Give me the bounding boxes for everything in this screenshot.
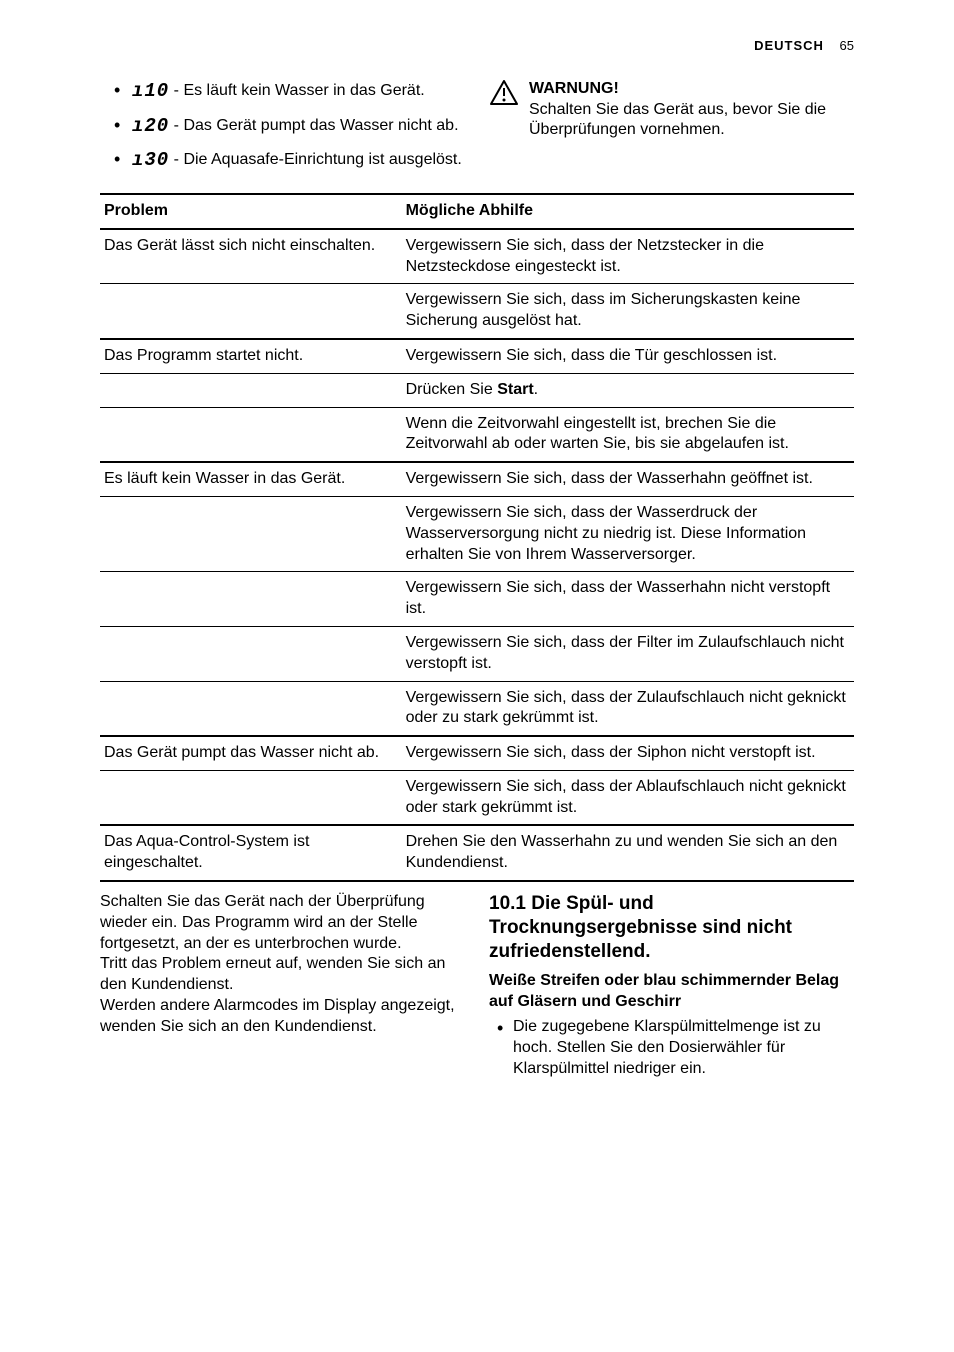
error-code-glyph: ı20 <box>132 115 169 137</box>
table-cell-remedy: Vergewissern Sie sich, dass der Wasserdr… <box>402 496 854 571</box>
bottom-columns: Schalten Sie das Gerät nach der Überprüf… <box>100 892 854 1079</box>
section-bullet-list: Die zugegebene Klarspülmittelmenge ist z… <box>489 1017 854 1079</box>
table-cell-remedy: Vergewissern Sie sich, dass der Netzstec… <box>402 229 854 284</box>
table-cell-remedy: Vergewissern Sie sich, dass die Tür gesc… <box>402 339 854 373</box>
error-code-list-container: ı10 - Es läuft kein Wasser in das Gerät.… <box>100 79 465 183</box>
error-code-text: - Es läuft kein Wasser in das Gerät. <box>169 82 425 99</box>
error-code-list: ı10 - Es läuft kein Wasser in das Gerät.… <box>100 79 465 173</box>
table-cell-problem <box>100 373 402 407</box>
table-cell-remedy: Vergewissern Sie sich, dass der Zulaufsc… <box>402 681 854 736</box>
table-cell-remedy: Vergewissern Sie sich, dass der Siphon n… <box>402 736 854 770</box>
table-cell-problem <box>100 681 402 736</box>
table-row: Das Programm startet nicht.Vergewissern … <box>100 339 854 373</box>
table-cell-remedy: Wenn die Zeitvorwahl eingestellt ist, br… <box>402 407 854 462</box>
bold-text: Start <box>497 381 533 398</box>
list-item: ı10 - Es läuft kein Wasser in das Gerät. <box>118 79 465 104</box>
section-10-1: 10.1 Die Spül- und Trocknungsergebnisse … <box>489 892 854 1079</box>
table-cell-problem: Das Gerät lässt sich nicht einschalten. <box>100 229 402 284</box>
error-code-glyph: ı30 <box>132 149 169 171</box>
header-language: DEUTSCH <box>754 38 824 53</box>
page-header: DEUTSCH 65 <box>100 38 854 55</box>
warning-title: WARNUNG! <box>529 79 854 100</box>
warning-text: WARNUNG! Schalten Sie das Gerät aus, bev… <box>529 79 854 183</box>
table-header-remedy: Mögliche Abhilfe <box>402 194 854 229</box>
table-cell-remedy: Vergewissern Sie sich, dass der Filter i… <box>402 626 854 681</box>
table-cell-problem <box>100 770 402 825</box>
section-heading: 10.1 Die Spül- und Trocknungsergebnisse … <box>489 892 854 963</box>
table-row: Vergewissern Sie sich, dass der Filter i… <box>100 626 854 681</box>
table-cell-remedy: Vergewissern Sie sich, dass der Wasserha… <box>402 572 854 627</box>
table-cell-problem: Das Programm startet nicht. <box>100 339 402 373</box>
error-code-glyph: ı10 <box>132 80 169 102</box>
after-table-text: Schalten Sie das Gerät nach der Überprüf… <box>100 892 465 1079</box>
table-row: Das Gerät lässt sich nicht einschalten.V… <box>100 229 854 284</box>
troubleshooting-table: Problem Mögliche Abhilfe Das Gerät lässt… <box>100 193 854 882</box>
table-cell-remedy: Vergewissern Sie sich, dass der Wasserha… <box>402 462 854 496</box>
table-header-problem: Problem <box>100 194 402 229</box>
table-row: Vergewissern Sie sich, dass der Wasserdr… <box>100 496 854 571</box>
error-code-text: - Das Gerät pumpt das Wasser nicht ab. <box>169 117 458 134</box>
table-row: Vergewissern Sie sich, dass der Zulaufsc… <box>100 681 854 736</box>
table-cell-remedy: Vergewissern Sie sich, dass im Sicherung… <box>402 284 854 339</box>
warning-icon <box>489 79 519 183</box>
header-page-number: 65 <box>840 38 854 53</box>
table-row: Drücken Sie Start. <box>100 373 854 407</box>
after-table-paragraph: Schalten Sie das Gerät nach der Überprüf… <box>100 892 465 1038</box>
table-cell-problem: Das Aqua-Control-System ist eingeschalte… <box>100 825 402 881</box>
section-subheading: Weiße Streifen oder blau schimmernder Be… <box>489 971 854 1013</box>
section-number: 10.1 <box>489 893 526 914</box>
table-cell-problem: Das Gerät pumpt das Wasser nicht ab. <box>100 736 402 770</box>
table-cell-problem <box>100 284 402 339</box>
table-row: Das Aqua-Control-System ist eingeschalte… <box>100 825 854 881</box>
table-row: Das Gerät pumpt das Wasser nicht ab.Verg… <box>100 736 854 770</box>
table-cell-remedy: Drehen Sie den Wasserhahn zu und wenden … <box>402 825 854 881</box>
table-cell-problem <box>100 496 402 571</box>
table-cell-problem: Es läuft kein Wasser in das Gerät. <box>100 462 402 496</box>
table-row: Wenn die Zeitvorwahl eingestellt ist, br… <box>100 407 854 462</box>
table-cell-problem <box>100 407 402 462</box>
table-cell-problem <box>100 572 402 627</box>
warning-body: Schalten Sie das Gerät aus, bevor Sie di… <box>529 100 854 142</box>
table-cell-remedy: Drücken Sie Start. <box>402 373 854 407</box>
top-columns: ı10 - Es läuft kein Wasser in das Gerät.… <box>100 79 854 183</box>
table-cell-remedy: Vergewissern Sie sich, dass der Ablaufsc… <box>402 770 854 825</box>
error-code-text: - Die Aquasafe-Einrichtung ist ausgelöst… <box>169 151 462 168</box>
table-row: Es läuft kein Wasser in das Gerät.Vergew… <box>100 462 854 496</box>
table-cell-problem <box>100 626 402 681</box>
list-item: ı30 - Die Aquasafe-Einrichtung ist ausge… <box>118 148 465 173</box>
table-row: Vergewissern Sie sich, dass der Ablaufsc… <box>100 770 854 825</box>
table-row: Vergewissern Sie sich, dass im Sicherung… <box>100 284 854 339</box>
list-item: ı20 - Das Gerät pumpt das Wasser nicht a… <box>118 114 465 139</box>
table-row: Vergewissern Sie sich, dass der Wasserha… <box>100 572 854 627</box>
section-title: Die Spül- und Trocknungsergebnisse sind … <box>489 893 792 962</box>
warning-block: WARNUNG! Schalten Sie das Gerät aus, bev… <box>489 79 854 183</box>
list-item: Die zugegebene Klarspülmittelmenge ist z… <box>503 1017 854 1079</box>
